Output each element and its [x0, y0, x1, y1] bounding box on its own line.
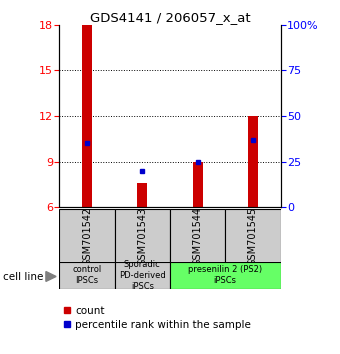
Text: presenilin 2 (PS2)
iPSCs: presenilin 2 (PS2) iPSCs: [188, 265, 262, 285]
Legend: count, percentile rank within the sample: count, percentile rank within the sample: [65, 306, 251, 330]
Bar: [193, 161, 203, 207]
Bar: [170, 262, 280, 289]
Text: GSM701542: GSM701542: [82, 207, 92, 266]
Bar: [115, 262, 170, 289]
Text: GSM701543: GSM701543: [137, 207, 147, 266]
Bar: [137, 183, 147, 207]
Text: Sporadic
PD-derived
iPSCs: Sporadic PD-derived iPSCs: [119, 259, 166, 291]
Bar: [59, 262, 115, 289]
Bar: [82, 25, 92, 207]
Polygon shape: [46, 272, 56, 281]
Bar: [170, 209, 225, 264]
Bar: [248, 116, 258, 207]
Bar: [115, 209, 170, 264]
Bar: [59, 209, 115, 264]
Text: cell line: cell line: [3, 272, 44, 282]
Title: GDS4141 / 206057_x_at: GDS4141 / 206057_x_at: [90, 11, 250, 24]
Text: GSM701544: GSM701544: [193, 207, 203, 266]
Bar: [225, 209, 280, 264]
Text: control
IPSCs: control IPSCs: [72, 265, 102, 285]
Text: GSM701545: GSM701545: [248, 207, 258, 266]
